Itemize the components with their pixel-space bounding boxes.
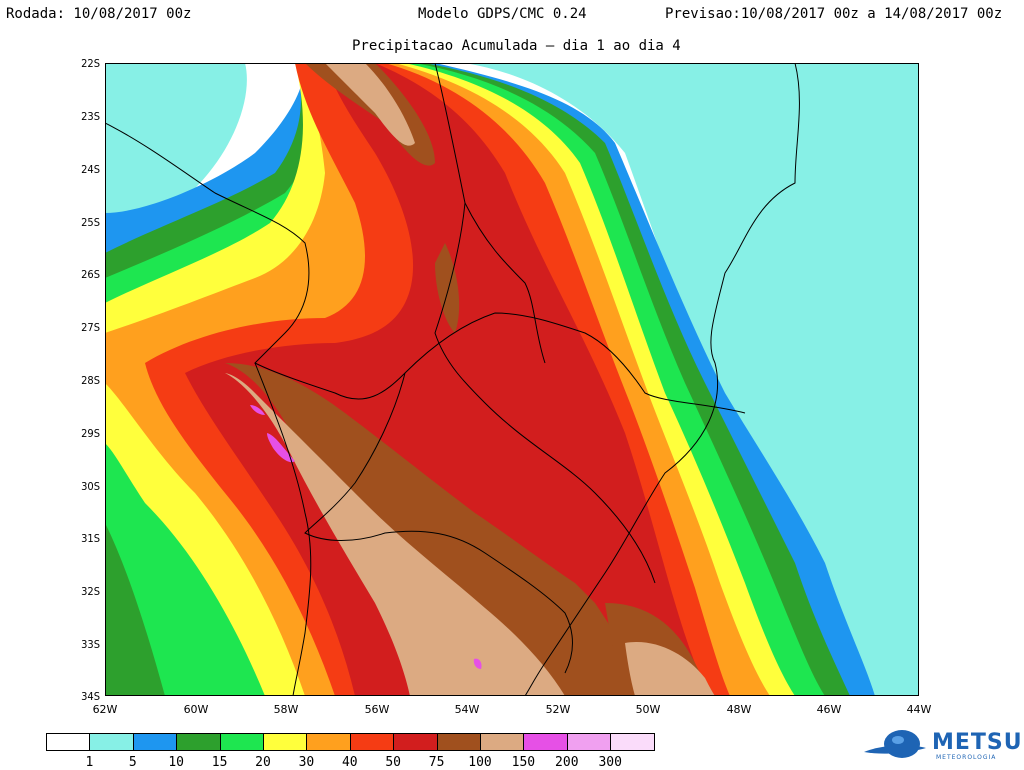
logo-tagline: METEOROLOGIA [936, 754, 997, 761]
lat-label-25s: 25S [81, 216, 100, 229]
legend-label: 150 [511, 755, 536, 770]
logo-text: METSUL [932, 730, 1024, 755]
lat-label-31s: 31S [81, 532, 100, 545]
legend-color-swatch [176, 733, 221, 751]
legend-label: 30 [298, 755, 315, 770]
map-subtitle: Precipitacao Acumulada – dia 1 ao dia 4 [352, 38, 681, 54]
lon-label-56w: 56W [364, 703, 390, 716]
precipitation-map-canvas [105, 63, 919, 696]
legend-label: 10 [168, 755, 185, 770]
legend-color-swatch [89, 733, 134, 751]
forecast-period-label: Previsao:10/08/2017 00z a 14/08/2017 00z [665, 6, 1003, 22]
legend-color-swatch [566, 733, 612, 751]
legend-color-swatch [436, 733, 481, 751]
lon-label-48w: 48W [726, 703, 752, 716]
legend-label: 1 [85, 755, 94, 770]
legend-label: 20 [255, 755, 271, 770]
legend-color-swatch [46, 733, 91, 751]
legend-label: 200 [555, 755, 579, 770]
lon-label-52w: 52W [545, 703, 571, 716]
lat-label-28s: 28S [81, 374, 100, 387]
lon-label-62w: 62W [92, 703, 118, 716]
lat-label-27s: 27S [81, 321, 100, 334]
globe-icon [864, 730, 926, 758]
legend-color-swatch [219, 733, 264, 751]
precipitation-map[interactable] [105, 63, 919, 696]
legend-label: 50 [385, 755, 402, 770]
legend-color-swatch [132, 733, 178, 751]
legend-color-swatch [393, 733, 438, 751]
metsul-logo: METSUL METEOROLOGIA [862, 728, 1024, 766]
legend-label: 40 [341, 755, 358, 770]
legend-label: 75 [428, 755, 445, 770]
legend-color-swatch [263, 733, 308, 751]
legend-color-swatch [480, 733, 525, 751]
legend-label: 15 [211, 755, 228, 770]
legend-color-swatch [306, 733, 351, 751]
lon-label-54w: 54W [454, 703, 480, 716]
legend-label: 100 [468, 755, 492, 770]
lat-label-32s: 32S [81, 585, 100, 598]
lon-label-44w: 44W [906, 703, 932, 716]
lat-label-29s: 29S [81, 427, 100, 440]
run-date-label: Rodada: 10/08/2017 00z [6, 6, 192, 22]
legend-color-swatch [523, 733, 568, 751]
lon-label-58w: 58W [273, 703, 299, 716]
lon-label-60w: 60W [183, 703, 209, 716]
lat-label-24s: 24S [81, 163, 100, 176]
lat-label-26s: 26S [81, 268, 100, 281]
lat-label-30s: 30S [81, 480, 100, 493]
lat-label-33s: 33S [81, 638, 100, 651]
legend-color-swatch [349, 733, 395, 751]
lat-label-34s: 34S [81, 690, 100, 703]
lon-label-46w: 46W [816, 703, 842, 716]
legend-label: 300 [598, 755, 622, 770]
lat-label-22s: 22S [81, 57, 100, 70]
legend-label: 5 [128, 755, 137, 770]
lon-label-50w: 50W [635, 703, 661, 716]
lat-label-23s: 23S [81, 110, 100, 123]
legend-color-swatch [610, 733, 655, 751]
model-name-label: Modelo GDPS/CMC 0.24 [418, 6, 587, 22]
